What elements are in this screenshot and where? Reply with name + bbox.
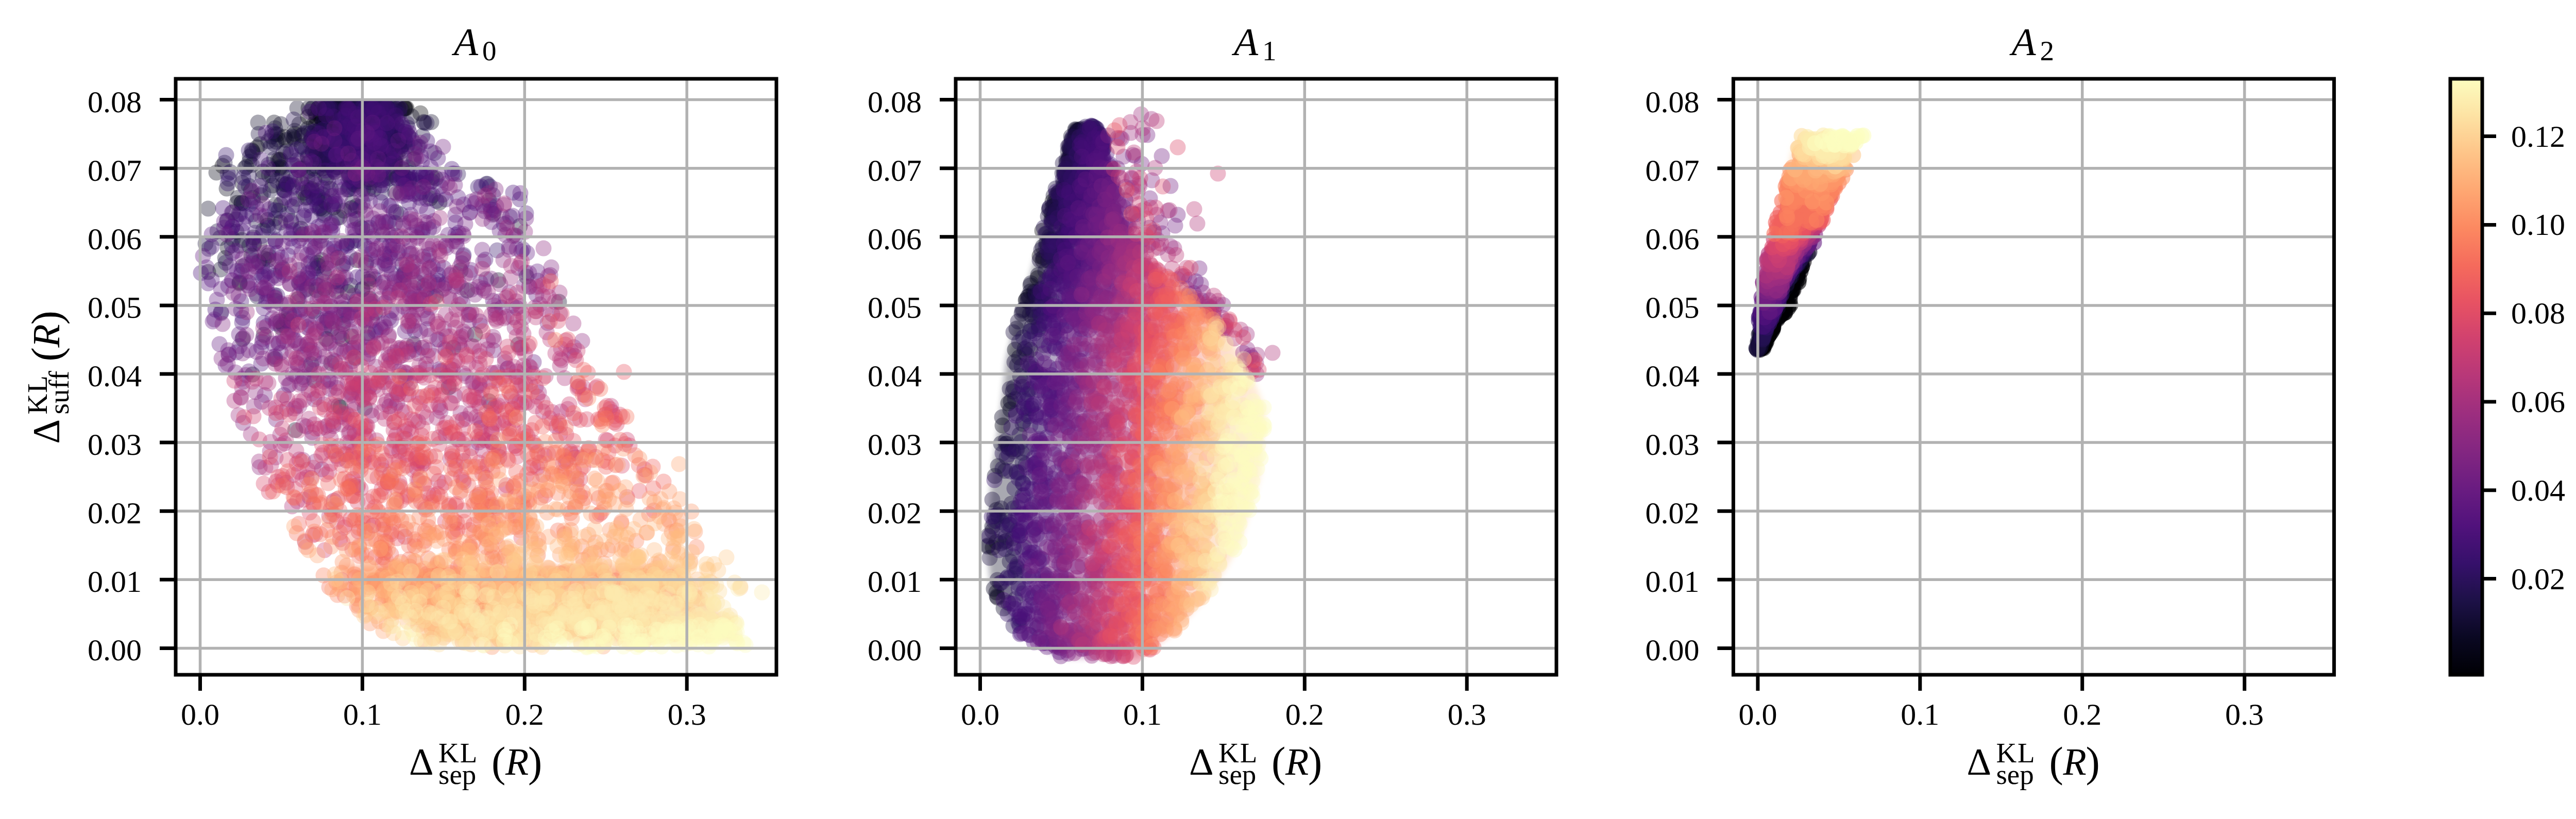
svg-text:0: 0 — [482, 35, 497, 66]
svg-text:): ) — [23, 311, 70, 325]
svg-text:): ) — [1308, 739, 1322, 786]
svg-text:0.06: 0.06 — [1645, 222, 1699, 256]
svg-text:0.04: 0.04 — [868, 359, 922, 393]
svg-text:0.06: 0.06 — [2511, 385, 2565, 419]
svg-text:0.00: 0.00 — [868, 633, 922, 667]
svg-text:0.00: 0.00 — [88, 633, 142, 667]
svg-text:sep: sep — [438, 759, 476, 790]
svg-text:0.3: 0.3 — [1448, 697, 1486, 731]
svg-text:0.07: 0.07 — [868, 153, 922, 187]
svg-text:): ) — [2086, 739, 2099, 786]
svg-text:0.2: 0.2 — [2063, 697, 2102, 731]
svg-text:0.06: 0.06 — [868, 222, 922, 256]
svg-text:(: ( — [2049, 739, 2063, 786]
svg-text:0.0: 0.0 — [961, 697, 999, 731]
svg-text:0.00: 0.00 — [1645, 633, 1699, 667]
svg-text:Δ: Δ — [1967, 741, 1991, 783]
svg-text:0.03: 0.03 — [868, 428, 922, 462]
svg-text:A: A — [1231, 20, 1259, 64]
svg-text:R: R — [1285, 741, 1309, 783]
svg-text:0.04: 0.04 — [1645, 359, 1699, 393]
svg-text:0.12: 0.12 — [2511, 120, 2565, 153]
svg-text:0.03: 0.03 — [88, 428, 142, 462]
svg-text:R: R — [505, 741, 529, 783]
svg-text:0.0: 0.0 — [1738, 697, 1777, 731]
svg-text:suff: suff — [43, 370, 75, 414]
svg-text:1: 1 — [1262, 35, 1277, 66]
svg-text:0.01: 0.01 — [88, 565, 142, 599]
svg-text:0.02: 0.02 — [88, 496, 142, 530]
svg-text:0.0: 0.0 — [181, 697, 219, 731]
svg-text:0.08: 0.08 — [868, 85, 922, 119]
svg-text:0.05: 0.05 — [868, 291, 922, 325]
svg-text:): ) — [528, 739, 542, 786]
svg-text:0.1: 0.1 — [343, 697, 382, 731]
svg-text:(: ( — [492, 739, 505, 786]
svg-text:0.06: 0.06 — [88, 222, 142, 256]
svg-text:0.2: 0.2 — [1285, 697, 1324, 731]
svg-text:R: R — [25, 324, 67, 348]
svg-text:0.01: 0.01 — [868, 565, 922, 599]
svg-text:0.05: 0.05 — [1645, 291, 1699, 325]
svg-text:0.05: 0.05 — [88, 291, 142, 325]
svg-text:0.04: 0.04 — [2511, 473, 2565, 507]
svg-text:0.02: 0.02 — [868, 496, 922, 530]
svg-text:0.10: 0.10 — [2511, 208, 2565, 242]
svg-text:2: 2 — [2040, 35, 2054, 66]
svg-text:0.07: 0.07 — [1645, 153, 1699, 187]
svg-text:(: ( — [1272, 739, 1285, 786]
svg-text:0.1: 0.1 — [1123, 697, 1162, 731]
svg-text:sep: sep — [1996, 759, 2033, 790]
svg-text:A: A — [451, 20, 479, 64]
svg-text:0.07: 0.07 — [88, 153, 142, 187]
svg-text:0.3: 0.3 — [2225, 697, 2264, 731]
svg-text:0.2: 0.2 — [505, 697, 544, 731]
svg-text:0.3: 0.3 — [668, 697, 706, 731]
svg-text:0.02: 0.02 — [1645, 496, 1699, 530]
svg-text:0.1: 0.1 — [1901, 697, 1939, 731]
svg-text:0.03: 0.03 — [1645, 428, 1699, 462]
svg-text:Δ: Δ — [1189, 741, 1214, 783]
svg-text:Δ: Δ — [409, 741, 434, 783]
svg-text:R: R — [2062, 741, 2086, 783]
svg-text:0.04: 0.04 — [88, 359, 142, 393]
svg-text:0.01: 0.01 — [1645, 565, 1699, 599]
svg-text:sep: sep — [1218, 759, 1256, 790]
svg-text:0.08: 0.08 — [88, 85, 142, 119]
svg-text:0.08: 0.08 — [1645, 85, 1699, 119]
svg-text:0.08: 0.08 — [2511, 296, 2565, 330]
svg-text:Δ: Δ — [25, 419, 67, 444]
svg-text:0.02: 0.02 — [2511, 562, 2565, 596]
svg-text:(: ( — [23, 347, 70, 361]
svg-text:A: A — [2009, 20, 2036, 64]
